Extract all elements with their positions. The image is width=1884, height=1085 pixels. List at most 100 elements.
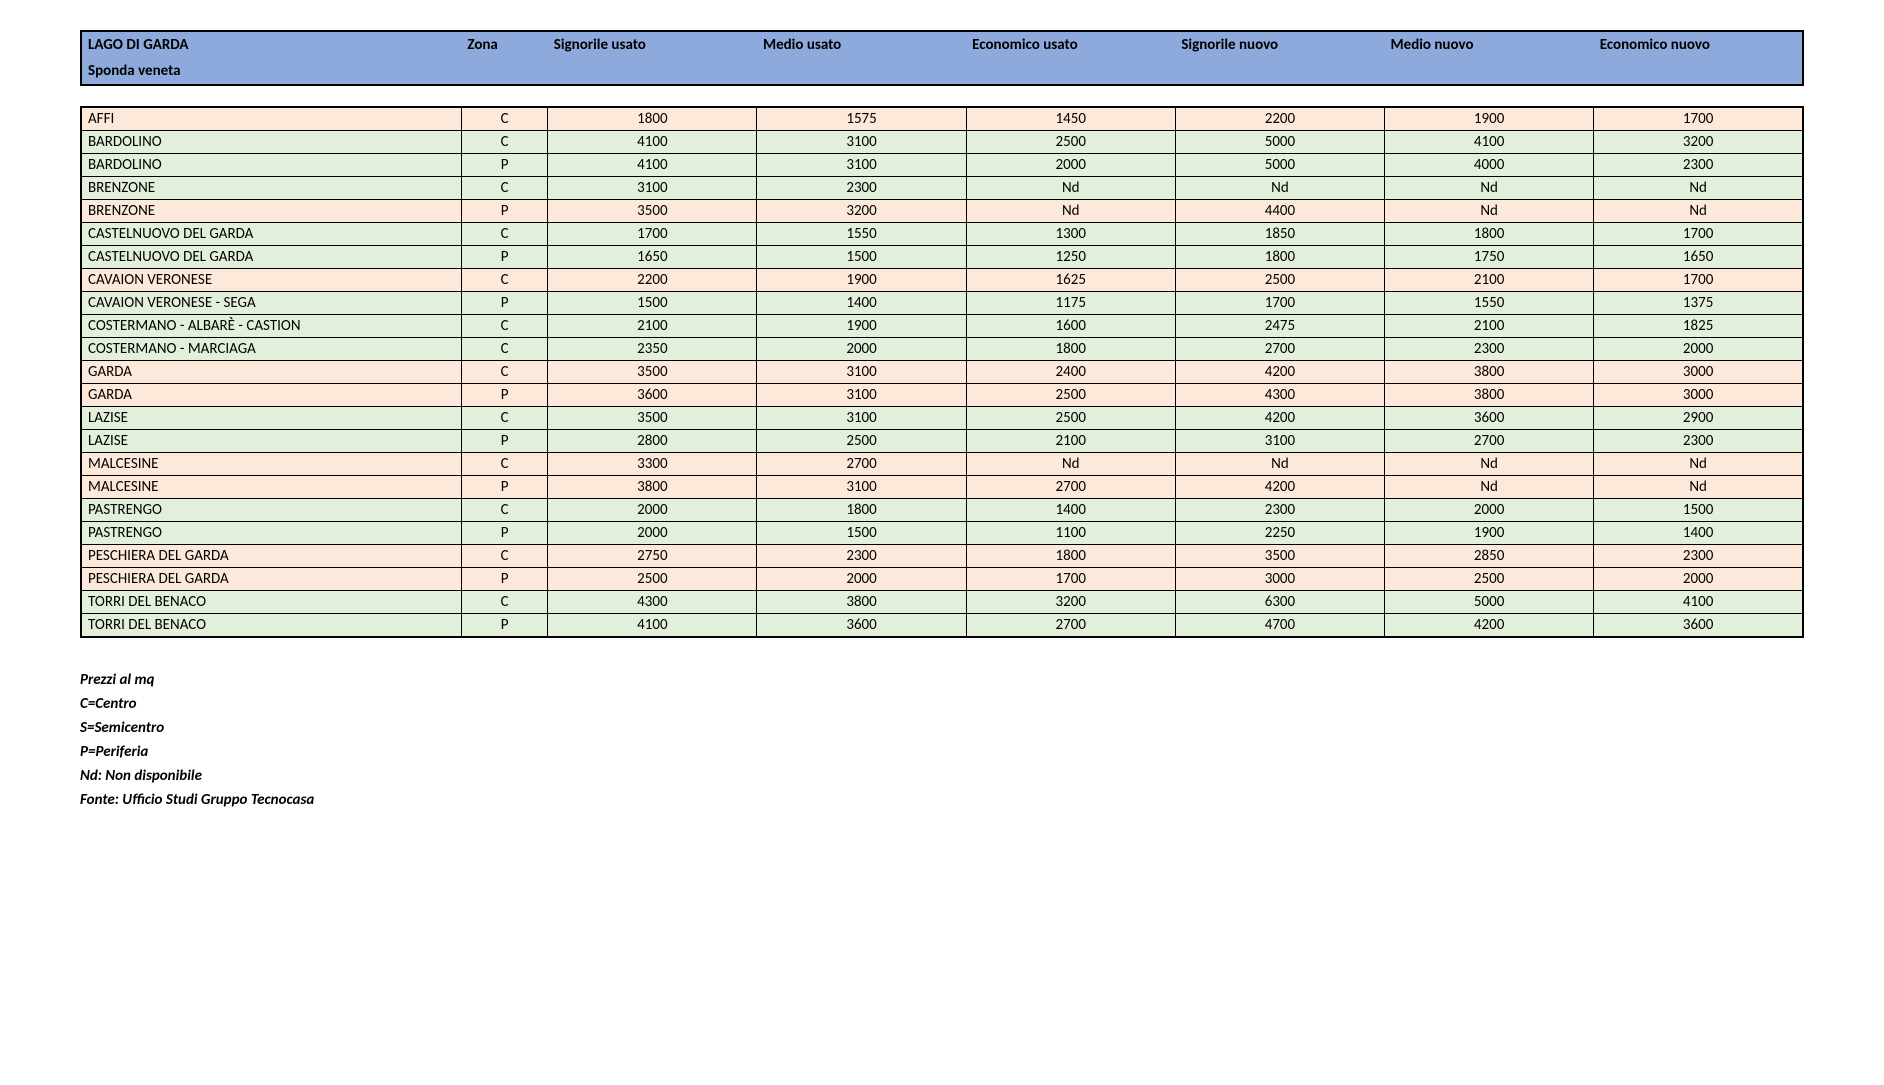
value-cell: 3200 (966, 591, 1175, 614)
locality-cell: CASTELNUOVO DEL GARDA (81, 223, 461, 246)
locality-cell: LAZISE (81, 407, 461, 430)
value-cell: 1250 (966, 246, 1175, 269)
locality-cell: TORRI DEL BENACO (81, 614, 461, 638)
locality-cell: COSTERMANO - ALBARÈ - CASTION (81, 315, 461, 338)
value-cell: 1900 (757, 269, 966, 292)
legend: Prezzi al mqC=CentroS=SemicentroP=Perife… (80, 668, 1804, 812)
value-cell: 3200 (1594, 131, 1803, 154)
value-cell: 4200 (1385, 614, 1594, 638)
value-cell: 6300 (1175, 591, 1384, 614)
value-cell: 2100 (1385, 315, 1594, 338)
table-title-line2: Sponda veneta (81, 58, 1803, 85)
value-cell: 2500 (966, 407, 1175, 430)
value-cell: 1300 (966, 223, 1175, 246)
table-row: GARDAC350031002400420038003000 (81, 361, 1803, 384)
zona-cell: C (461, 131, 547, 154)
zona-cell: P (461, 614, 547, 638)
value-cell: 1600 (966, 315, 1175, 338)
value-cell: 1500 (757, 246, 966, 269)
value-cell: 2300 (1385, 338, 1594, 361)
value-cell: 2000 (1594, 338, 1803, 361)
value-cell: 1700 (1594, 269, 1803, 292)
value-cell: 3000 (1594, 384, 1803, 407)
value-cell: Nd (966, 177, 1175, 200)
value-cell: Nd (1385, 476, 1594, 499)
table-row: TORRI DEL BENACOP41003600270047004200360… (81, 614, 1803, 638)
value-cell: 4100 (548, 131, 757, 154)
table-row: CASTELNUOVO DEL GARDAC170015501300185018… (81, 223, 1803, 246)
table-row: LAZISEP280025002100310027002300 (81, 430, 1803, 453)
table-row: BARDOLINOP410031002000500040002300 (81, 154, 1803, 177)
value-cell: 2350 (548, 338, 757, 361)
value-cell: Nd (1594, 200, 1803, 223)
table-row: CASTELNUOVO DEL GARDAP165015001250180017… (81, 246, 1803, 269)
table-row: BRENZONEP35003200Nd4400NdNd (81, 200, 1803, 223)
value-cell: 1700 (548, 223, 757, 246)
value-cell: 3100 (757, 361, 966, 384)
value-cell: 2200 (548, 269, 757, 292)
value-cell: 1800 (1175, 246, 1384, 269)
value-cell: 4100 (548, 614, 757, 638)
value-cell: 1575 (757, 107, 966, 131)
value-cell: 3100 (757, 407, 966, 430)
locality-cell: CAVAION VERONESE (81, 269, 461, 292)
value-cell: 2300 (1594, 430, 1803, 453)
zona-cell: C (461, 407, 547, 430)
zona-cell: C (461, 591, 547, 614)
table-row: BRENZONEC31002300NdNdNdNd (81, 177, 1803, 200)
value-cell: 2300 (1594, 154, 1803, 177)
value-cell: 3800 (1385, 384, 1594, 407)
value-cell: 2900 (1594, 407, 1803, 430)
zona-cell: P (461, 522, 547, 545)
zona-cell: P (461, 246, 547, 269)
value-cell: 1900 (1385, 107, 1594, 131)
data-table: AFFIC180015751450220019001700BARDOLINOC4… (80, 106, 1804, 638)
table-row: CAVAION VERONESE - SEGAP1500140011751700… (81, 292, 1803, 315)
zona-cell: C (461, 177, 547, 200)
locality-cell: CAVAION VERONESE - SEGA (81, 292, 461, 315)
value-cell: 4700 (1175, 614, 1384, 638)
value-cell: 2700 (757, 453, 966, 476)
value-cell: 2000 (757, 338, 966, 361)
value-cell: 2475 (1175, 315, 1384, 338)
value-cell: 4200 (1175, 476, 1384, 499)
value-cell: 2000 (757, 568, 966, 591)
table-row: BARDOLINOC410031002500500041003200 (81, 131, 1803, 154)
value-cell: 1800 (966, 338, 1175, 361)
zona-cell: P (461, 384, 547, 407)
locality-cell: PASTRENGO (81, 499, 461, 522)
value-cell: 4300 (548, 591, 757, 614)
value-cell: 3800 (757, 591, 966, 614)
zona-cell: C (461, 453, 547, 476)
value-cell: 4100 (548, 154, 757, 177)
value-cell: 1400 (966, 499, 1175, 522)
value-cell: 2000 (548, 499, 757, 522)
value-cell: 3600 (757, 614, 966, 638)
col-header-signorile-usato: Signorile usato (548, 31, 757, 58)
value-cell: 2500 (1385, 568, 1594, 591)
header-row: LAGO DI GARDA Zona Signorile usato Medio… (81, 31, 1803, 58)
value-cell: 2300 (1175, 499, 1384, 522)
value-cell: 2500 (1175, 269, 1384, 292)
value-cell: 1700 (966, 568, 1175, 591)
value-cell: 2000 (548, 522, 757, 545)
value-cell: 2300 (1594, 545, 1803, 568)
col-header-medio-nuovo: Medio nuovo (1385, 31, 1594, 58)
legend-line: S=Semicentro (80, 716, 1804, 740)
legend-line: C=Centro (80, 692, 1804, 716)
locality-cell: TORRI DEL BENACO (81, 591, 461, 614)
locality-cell: GARDA (81, 361, 461, 384)
table-row: MALCESINEC33002700NdNdNdNd (81, 453, 1803, 476)
value-cell: 1700 (1175, 292, 1384, 315)
table-row: MALCESINEP3800310027004200NdNd (81, 476, 1803, 499)
value-cell: 1700 (1594, 107, 1803, 131)
value-cell: 1400 (1594, 522, 1803, 545)
value-cell: 2700 (966, 476, 1175, 499)
value-cell: 2100 (966, 430, 1175, 453)
value-cell: 2500 (548, 568, 757, 591)
value-cell: 4300 (1175, 384, 1384, 407)
table-row: PASTRENGOC200018001400230020001500 (81, 499, 1803, 522)
header-table: LAGO DI GARDA Zona Signorile usato Medio… (80, 30, 1804, 86)
value-cell: 4000 (1385, 154, 1594, 177)
col-header-economico-usato: Economico usato (966, 31, 1175, 58)
